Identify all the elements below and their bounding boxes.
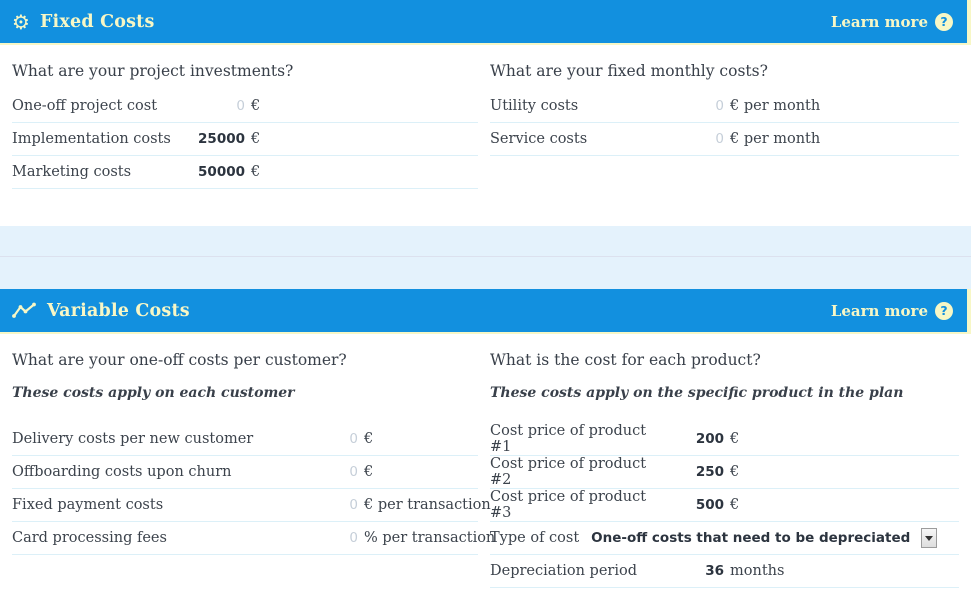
one-off-project-cost-input[interactable] [172, 96, 245, 116]
implementation-costs-input[interactable] [172, 129, 245, 149]
row-suffix: % per transaction [364, 530, 496, 546]
marketing-costs-input[interactable] [172, 162, 245, 182]
offboarding-costs-input[interactable] [274, 462, 358, 482]
row-type-of-cost: Type of cost One-off costs that need to … [490, 522, 959, 555]
column-heading: What are your project investments? [12, 62, 294, 80]
column-subtitle: These costs apply on the specific produc… [490, 385, 904, 401]
row-marketing-costs: Marketing costs € [12, 156, 478, 189]
row-fixed-payment-costs: Fixed payment costs € per transaction [12, 489, 491, 522]
project-investments-column: What are your project investments? One-o… [12, 45, 478, 226]
row-card-processing-fees: Card processing fees % per transaction [12, 522, 495, 555]
one-off-customer-costs-column: What are your one-off costs per customer… [12, 334, 495, 606]
section-gap [0, 226, 971, 289]
column-subtitle: These costs apply on each customer [12, 385, 295, 401]
help-icon[interactable]: ? [935, 12, 953, 31]
row-depreciation-period: Depreciation period months [490, 555, 959, 588]
row-label: Utility costs [490, 98, 579, 114]
type-of-cost-selected-option: One-off costs that need to be depreciate… [591, 530, 911, 546]
cost-price-product-2-input[interactable] [660, 462, 724, 482]
row-suffix: € per month [730, 131, 821, 147]
row-suffix: months [730, 563, 785, 579]
variable-costs-learn-more-link[interactable]: Learn more ? [830, 301, 953, 320]
row-label: Offboarding costs upon churn [12, 464, 232, 480]
row-suffix: € [251, 164, 261, 180]
product-costs-column: What is the cost for each product? These… [490, 334, 959, 606]
column-heading: What are your fixed monthly costs? [490, 62, 768, 80]
gear-icon: ⚙ [12, 9, 30, 34]
row-label: Delivery costs per new customer [12, 431, 254, 447]
variable-costs-header: Variable Costs Learn more ? [0, 289, 971, 334]
row-label: Implementation costs [12, 131, 171, 147]
variable-costs-title: Variable Costs [47, 300, 190, 321]
row-suffix: € [251, 131, 261, 147]
chevron-down-icon[interactable] [921, 528, 938, 548]
column-heading: What are your one-off costs per customer… [12, 351, 347, 369]
utility-costs-input[interactable] [660, 96, 724, 116]
row-suffix: € [251, 98, 261, 114]
row-cost-price-product-3: Cost price of product #3 € [490, 489, 959, 522]
line-chart-icon [12, 302, 37, 319]
row-label: Cost price of product #2 [490, 456, 647, 488]
row-one-off-project-cost: One-off project cost € [12, 90, 478, 123]
row-suffix: € [730, 464, 740, 480]
fixed-costs-learn-more-link[interactable]: Learn more ? [830, 12, 953, 31]
row-cost-price-product-1: Cost price of product #1 € [490, 423, 959, 456]
row-label: Card processing fees [12, 530, 167, 546]
learn-more-label: Learn more [830, 12, 928, 31]
row-offboarding-costs: Offboarding costs upon churn € [12, 456, 478, 489]
row-implementation-costs: Implementation costs € [12, 123, 478, 156]
fixed-costs-header: ⚙ Fixed Costs Learn more ? [0, 0, 971, 45]
fixed-monthly-costs-column: What are your fixed monthly costs? Utili… [490, 45, 959, 226]
row-suffix: € [364, 464, 374, 480]
help-icon[interactable]: ? [935, 301, 953, 320]
row-label: One-off project cost [12, 98, 158, 114]
fixed-costs-title: Fixed Costs [39, 11, 155, 32]
column-heading: What is the cost for each product? [490, 351, 761, 369]
learn-more-label: Learn more [830, 301, 928, 320]
row-label: Service costs [490, 131, 588, 147]
row-label: Type of cost [490, 530, 580, 546]
row-service-costs: Service costs € per month [490, 123, 959, 156]
depreciation-period-input[interactable] [660, 561, 724, 581]
row-suffix: € per month [730, 98, 821, 114]
cost-price-product-1-input[interactable] [660, 429, 724, 449]
row-suffix: € [730, 497, 740, 513]
row-label: Depreciation period [490, 563, 637, 579]
row-label: Fixed payment costs [12, 497, 164, 513]
gap-band [0, 226, 971, 256]
row-utility-costs: Utility costs € per month [490, 90, 959, 123]
row-suffix: € [730, 431, 740, 447]
row-delivery-costs: Delivery costs per new customer € [12, 423, 478, 456]
row-label: Cost price of product #3 [490, 489, 647, 521]
delivery-costs-input[interactable] [274, 429, 358, 449]
type-of-cost-select[interactable]: One-off costs that need to be depreciate… [591, 528, 938, 548]
gap-band [0, 256, 971, 289]
cost-price-product-3-input[interactable] [660, 495, 724, 515]
card-processing-fees-input[interactable] [274, 528, 358, 548]
row-suffix: € [364, 431, 374, 447]
service-costs-input[interactable] [660, 129, 724, 149]
variable-costs-card: What are your one-off costs per customer… [0, 334, 971, 606]
row-suffix: € per transaction [364, 497, 491, 513]
row-cost-price-product-2: Cost price of product #2 € [490, 456, 959, 489]
fixed-costs-card: What are your project investments? One-o… [0, 45, 971, 226]
row-label: Cost price of product #1 [490, 423, 647, 455]
row-label: Marketing costs [12, 164, 132, 180]
fixed-payment-costs-input[interactable] [274, 495, 358, 515]
